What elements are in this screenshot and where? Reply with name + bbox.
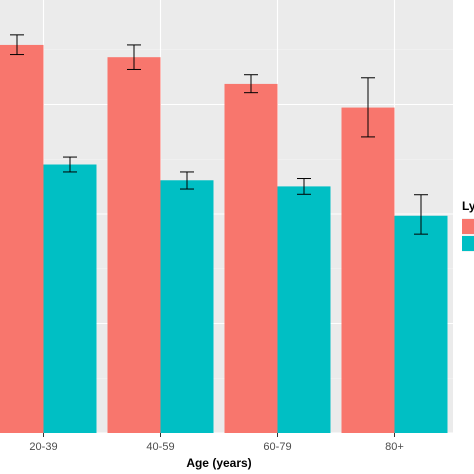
bar	[277, 186, 331, 433]
x-axis-title: Age (years)	[186, 456, 251, 470]
x-tick-label: 40-59	[146, 441, 174, 453]
error-bars	[10, 34, 428, 235]
legend-key-swatch	[462, 236, 474, 251]
bar	[43, 164, 97, 434]
legend: Ly	[462, 199, 474, 252]
legend-title: Ly	[462, 199, 474, 213]
bars	[0, 44, 448, 434]
bar	[394, 215, 448, 433]
bar	[107, 57, 161, 434]
bar	[341, 107, 395, 433]
x-tick-label: 60-79	[263, 441, 291, 453]
legend-key-swatch	[462, 219, 474, 234]
bar	[224, 83, 278, 433]
bar	[160, 180, 214, 433]
x-tick-label: 20-39	[29, 441, 57, 453]
bar	[0, 44, 44, 433]
x-axis-ticks: 20-39 40-59 60-79 80+	[29, 433, 404, 453]
x-tick-label: 80+	[385, 441, 404, 453]
